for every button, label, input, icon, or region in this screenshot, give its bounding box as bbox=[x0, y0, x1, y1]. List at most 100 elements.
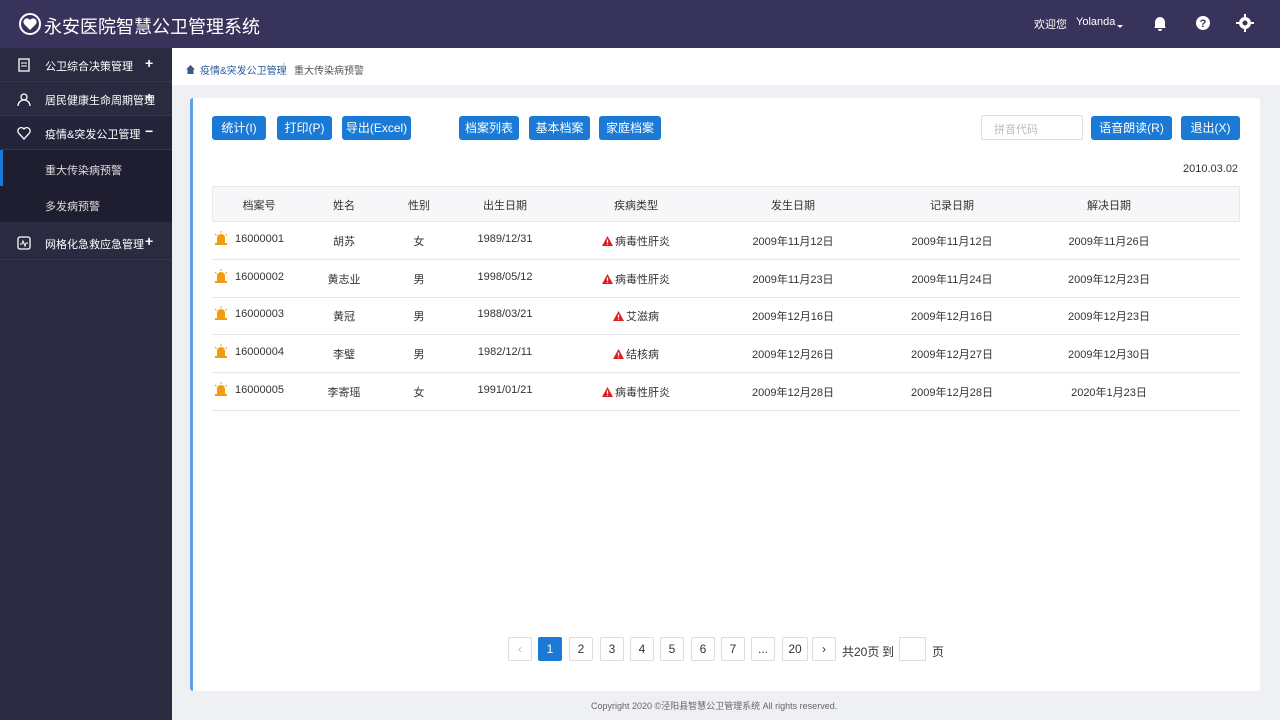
warning-icon bbox=[613, 349, 624, 359]
search-input[interactable]: 拼音代码 bbox=[981, 115, 1083, 140]
cell: 胡苏 bbox=[333, 236, 355, 248]
toolbar-button[interactable]: 导出(Excel) bbox=[342, 116, 411, 140]
page-next[interactable]: › bbox=[812, 637, 836, 661]
date-label: 2010.03.02 bbox=[1183, 163, 1239, 175]
cell: 男 bbox=[413, 274, 425, 286]
submenu-item[interactable] bbox=[0, 186, 172, 222]
menu-toggle: + bbox=[145, 89, 154, 105]
alarm-icon bbox=[214, 231, 228, 245]
menu-item[interactable] bbox=[0, 48, 172, 82]
column-header: 出生日期 bbox=[483, 200, 527, 212]
cell: 男 bbox=[413, 349, 425, 361]
cell: 2020年1月23日 bbox=[1071, 387, 1147, 399]
page-button[interactable]: 6 bbox=[691, 637, 715, 661]
page-button[interactable]: 3 bbox=[600, 637, 624, 661]
page-input[interactable] bbox=[899, 637, 926, 661]
menu-toggle: + bbox=[145, 55, 154, 71]
disease-text: 病毒性肝炎 bbox=[615, 387, 670, 399]
menu-item[interactable] bbox=[0, 82, 172, 116]
user-menu[interactable]: Yolanda bbox=[1076, 16, 1116, 28]
welcome-text: 欢迎您 bbox=[1034, 19, 1067, 31]
cell: 2009年12月30日 bbox=[1068, 349, 1150, 361]
menu-icon bbox=[17, 58, 31, 72]
settings-icon[interactable] bbox=[1236, 14, 1254, 32]
row-divider bbox=[212, 372, 1240, 373]
cell: 2009年12月23日 bbox=[1068, 274, 1150, 286]
cell: 2009年12月16日 bbox=[752, 311, 834, 323]
cell: 16000005 bbox=[235, 384, 284, 396]
toolbar-button[interactable]: 基本档案 bbox=[529, 116, 590, 140]
disease-text: 结核病 bbox=[626, 349, 659, 361]
column-header: 档案号 bbox=[242, 200, 276, 212]
disease-text: 艾滋病 bbox=[626, 311, 659, 323]
disease-text: 病毒性肝炎 bbox=[615, 274, 670, 286]
cell: 病毒性肝炎 bbox=[556, 233, 716, 249]
cell: 2009年12月23日 bbox=[1068, 311, 1150, 323]
disease-text: 病毒性肝炎 bbox=[615, 236, 670, 248]
cell: 1989/12/31 bbox=[477, 233, 533, 245]
column-header: 记录日期 bbox=[930, 200, 974, 212]
app-title: 永安医院智慧公卫管理系统 bbox=[44, 17, 260, 37]
cell: 2009年11月26日 bbox=[1068, 236, 1150, 248]
column-header: 疾病类型 bbox=[614, 200, 658, 212]
page-button[interactable]: 2 bbox=[569, 637, 593, 661]
top-bar bbox=[0, 0, 1280, 48]
page-total: 共20页 bbox=[842, 645, 880, 659]
toolbar-button[interactable]: 档案列表 bbox=[459, 116, 519, 140]
warning-icon bbox=[602, 274, 613, 284]
page-button[interactable]: 5 bbox=[660, 637, 684, 661]
cell: 16000002 bbox=[235, 271, 284, 283]
cell: 2009年12月28日 bbox=[911, 387, 993, 399]
toolbar-button[interactable]: 家庭档案 bbox=[599, 116, 661, 140]
cell: 女 bbox=[413, 236, 425, 248]
notification-icon[interactable] bbox=[1152, 15, 1168, 31]
cell: 1998/05/12 bbox=[477, 271, 533, 283]
cell: 2009年11月24日 bbox=[911, 274, 993, 286]
cell: 黄志业 bbox=[327, 274, 361, 286]
warning-icon bbox=[613, 311, 624, 321]
column-header: 姓名 bbox=[333, 200, 355, 212]
menu-item[interactable] bbox=[0, 226, 172, 260]
menu-toggle: − bbox=[145, 123, 154, 139]
page-prev[interactable]: ‹ bbox=[508, 637, 532, 661]
cell: 2009年11月12日 bbox=[911, 236, 993, 248]
cell: 2009年12月28日 bbox=[752, 387, 834, 399]
cell: 男 bbox=[413, 311, 425, 323]
cell: 黄冠 bbox=[333, 311, 355, 323]
cell: 病毒性肝炎 bbox=[556, 271, 716, 287]
submenu-label: 多发病预警 bbox=[45, 201, 100, 213]
help-icon[interactable]: ? bbox=[1195, 15, 1211, 31]
cell: 2009年12月16日 bbox=[911, 311, 993, 323]
toolbar-button[interactable]: 退出(X) bbox=[1181, 116, 1240, 140]
page-button[interactable]: 20 bbox=[782, 637, 808, 661]
menu-icon bbox=[17, 92, 31, 107]
cell: 结核病 bbox=[556, 346, 716, 362]
page-button[interactable]: 4 bbox=[630, 637, 654, 661]
row-divider bbox=[212, 410, 1240, 411]
page-goto: 到 bbox=[882, 645, 895, 659]
page-button[interactable]: 7 bbox=[721, 637, 745, 661]
cell: 女 bbox=[413, 387, 425, 399]
submenu-item[interactable] bbox=[0, 150, 172, 186]
breadcrumb-link[interactable]: 疫情&突发公卫管理 bbox=[200, 66, 287, 77]
toolbar-button[interactable]: 统计(I) bbox=[212, 116, 266, 140]
column-header: 发生日期 bbox=[771, 200, 815, 212]
cell: 艾滋病 bbox=[556, 308, 716, 324]
menu-label: 居民健康生命周期管理 bbox=[45, 95, 155, 107]
toolbar-button[interactable]: 打印(P) bbox=[277, 116, 332, 140]
home-icon bbox=[186, 63, 195, 74]
row-divider bbox=[212, 334, 1240, 335]
page-button[interactable]: ... bbox=[751, 637, 775, 661]
cell: 2009年12月26日 bbox=[752, 349, 834, 361]
cell: 2009年11月12日 bbox=[752, 236, 834, 248]
cell: 16000003 bbox=[235, 308, 284, 320]
breadcrumb-current: 重大传染病预警 bbox=[294, 66, 364, 77]
page-button[interactable]: 1 bbox=[538, 637, 562, 661]
warning-icon bbox=[602, 387, 613, 397]
column-header: 性别 bbox=[408, 200, 430, 212]
alarm-icon bbox=[214, 344, 228, 358]
row-divider bbox=[212, 297, 1240, 298]
toolbar-button[interactable]: 语音朗读(R) bbox=[1091, 116, 1172, 140]
cell: 2009年11月23日 bbox=[752, 274, 834, 286]
